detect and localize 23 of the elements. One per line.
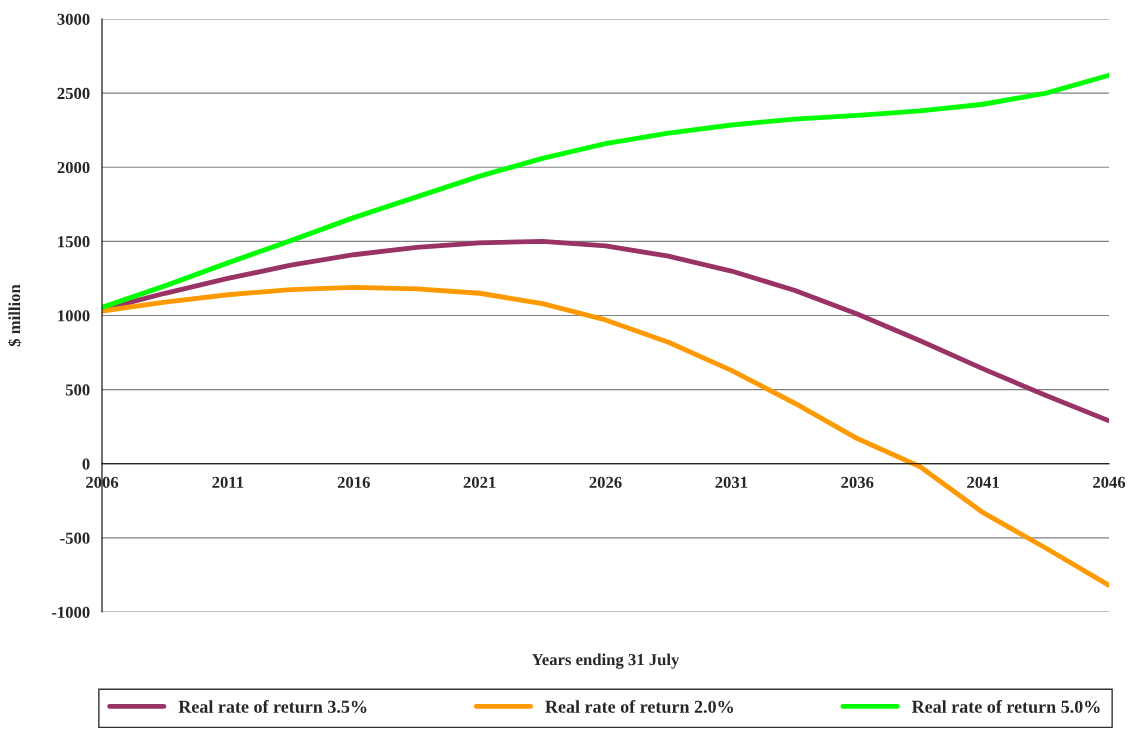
x-tick-label: 2021: [463, 476, 496, 488]
legend-label: Real rate of return 5.0%: [911, 699, 1100, 713]
y-tick-label: -500: [60, 532, 90, 544]
legend-label: Real rate of return 2.0%: [545, 699, 733, 713]
line-series: [102, 72, 1109, 310]
y-tick-label: 3000: [57, 13, 90, 25]
y-tick-label: 1000: [58, 310, 90, 322]
x-tick-label: 2046: [1093, 476, 1126, 488]
x-tick-label: 2041: [967, 476, 999, 488]
x-tick-label: 2016: [337, 476, 370, 488]
y-tick-label: 2500: [57, 87, 90, 100]
x-tick-label: 2031: [715, 476, 748, 488]
x-axis-title: Years ending 31 July: [531, 653, 680, 669]
x-tick-label: 2026: [589, 476, 622, 488]
y-tick-label: -1000: [51, 606, 90, 618]
y-tick-label: 2000: [57, 161, 90, 174]
y-tick-label: 1500: [58, 236, 90, 248]
x-tick-label: 2036: [841, 476, 874, 488]
y-tick-label: 0: [82, 458, 90, 470]
legend-label: Real rate of return 3.5%: [178, 699, 367, 713]
y-axis-title: $ million: [7, 284, 22, 347]
y-tick-label: 500: [65, 384, 90, 396]
x-tick-label: 2011: [212, 476, 244, 488]
